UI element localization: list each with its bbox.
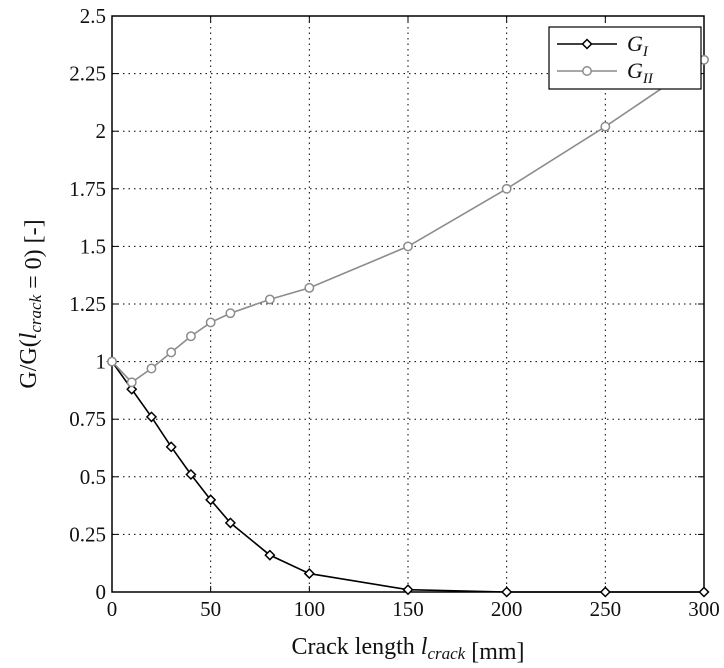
data-point	[107, 356, 117, 367]
y-tick-label: 1.25	[69, 292, 106, 316]
series-1	[107, 54, 709, 388]
data-point	[303, 568, 315, 580]
y-tick-label: 0.25	[69, 522, 106, 546]
y-tick-label: 1	[96, 350, 107, 374]
y-tick-label: 2.5	[80, 4, 106, 28]
legend-box	[548, 26, 702, 90]
y-tick-label: 0.75	[69, 407, 106, 431]
data-point	[185, 331, 196, 342]
data-point	[600, 121, 611, 132]
series-layer	[106, 54, 710, 598]
x-tick-label: 150	[392, 597, 424, 621]
data-point	[146, 363, 157, 374]
y-tick-label: 2.25	[69, 62, 106, 86]
data-point	[264, 294, 275, 305]
y-tick-label: 0	[96, 580, 107, 604]
data-point	[224, 517, 236, 529]
data-point	[225, 308, 236, 319]
data-point	[126, 377, 137, 388]
x-axis-label: Crack length lcrack [mm]	[291, 634, 524, 665]
x-tick-label: 50	[200, 597, 221, 621]
legend-marker	[582, 66, 592, 76]
y-tick-label: 1.5	[80, 234, 106, 258]
x-tick-label: 0	[107, 597, 118, 621]
x-tick-label: 300	[688, 597, 720, 621]
y-tick-label: 2	[96, 119, 107, 143]
data-point	[166, 347, 177, 358]
data-point	[165, 441, 177, 453]
data-point	[304, 282, 315, 293]
y-tick-label: 1.75	[69, 177, 106, 201]
data-point	[185, 468, 197, 481]
data-point	[205, 494, 217, 506]
data-point	[599, 586, 611, 598]
data-point	[698, 586, 710, 598]
data-point	[501, 183, 512, 194]
data-point	[402, 584, 414, 596]
legend-marker	[581, 38, 593, 50]
x-tick-label: 100	[294, 597, 326, 621]
data-point	[264, 549, 276, 561]
data-point	[403, 241, 413, 252]
data-point	[126, 383, 138, 395]
y-tick-labels: 0 0.25 0.5 0.75 1 1.25 1.5 1.75 2 2.25 2.5	[69, 4, 106, 604]
legend-label: GI	[627, 31, 649, 60]
y-tick-label: 0.5	[80, 465, 106, 489]
y-axis-label: G/G(lcrack = 0) [-]	[16, 219, 47, 388]
legend-item-0: GI	[557, 31, 649, 60]
legend-item-1: GII	[557, 58, 654, 87]
grid-lines	[112, 16, 704, 592]
data-point	[205, 317, 216, 328]
x-tick-label: 250	[590, 597, 622, 621]
legend-label: GII	[627, 58, 654, 87]
x-tick-label: 200	[491, 597, 523, 621]
series-line	[111, 59, 705, 384]
data-point	[501, 586, 513, 598]
data-point	[145, 411, 158, 423]
x-tick-labels: 0 50 100 150 200 250 300	[107, 597, 720, 621]
